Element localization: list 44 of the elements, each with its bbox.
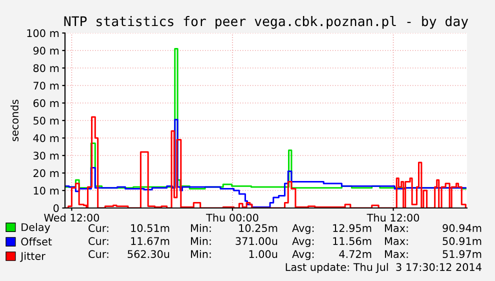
text: Min: — [191, 224, 211, 232]
text: 10.51m — [131, 224, 170, 232]
y-tick-label: 80 m — [33, 64, 59, 72]
text: Max: — [385, 224, 408, 232]
text: 10.25m — [239, 224, 278, 232]
text: 11.56m — [333, 237, 372, 246]
y-axis-title: seconds — [10, 100, 19, 142]
legend-label: Offset — [21, 237, 52, 246]
y-tick-label: 40 m — [33, 134, 59, 142]
text: 562.30u — [128, 250, 170, 258]
text: 90.94m — [442, 224, 482, 232]
y-tick-label: 90 m — [33, 46, 59, 55]
text: 50.91m — [442, 237, 482, 246]
text: Cur: — [88, 224, 108, 232]
y-tick-label: 10 m — [34, 186, 59, 195]
y-tick-label: 30 m — [34, 152, 59, 160]
chart-title: NTP statistics for peer vega.cbk.poznan.pl - by day — [64, 16, 468, 29]
y-tick-label: 50 m — [34, 116, 59, 125]
y-tick-label: 70 m — [34, 82, 59, 90]
y-tick-label: 20 m — [33, 169, 59, 178]
text: 11.67m — [131, 237, 170, 246]
x-tick-label: Wed 12:00 — [44, 214, 100, 222]
x-tick-label: Thu 00:00 — [206, 214, 258, 222]
text: Last update: Thu Jul 3 17:30:12 2014 — [286, 262, 482, 274]
text: 12.95m — [333, 224, 372, 232]
y-tick-label: 0 — [54, 204, 59, 212]
text: Avg: — [292, 250, 314, 260]
text: Max: — [385, 250, 408, 258]
y-tick-label: 60 m — [33, 99, 59, 108]
legend-label: Jitter — [20, 252, 46, 262]
legend-label: Delay — [22, 223, 50, 234]
text: Cur: — [88, 237, 108, 246]
text: Avg: — [292, 224, 314, 234]
text: 4.72m — [339, 250, 372, 258]
text: Avg: — [292, 237, 314, 248]
text: Min: — [191, 250, 211, 258]
text: 1.00u — [249, 250, 278, 258]
text: 371.00u — [236, 237, 278, 246]
text: Min: — [191, 236, 211, 245]
text: Max: — [385, 237, 408, 246]
y-tick-label: 100 m — [27, 29, 59, 38]
text: 51.97m — [442, 250, 482, 258]
text: Cur: — [88, 250, 108, 258]
x-tick-label: Thu 12:00 — [366, 214, 420, 222]
